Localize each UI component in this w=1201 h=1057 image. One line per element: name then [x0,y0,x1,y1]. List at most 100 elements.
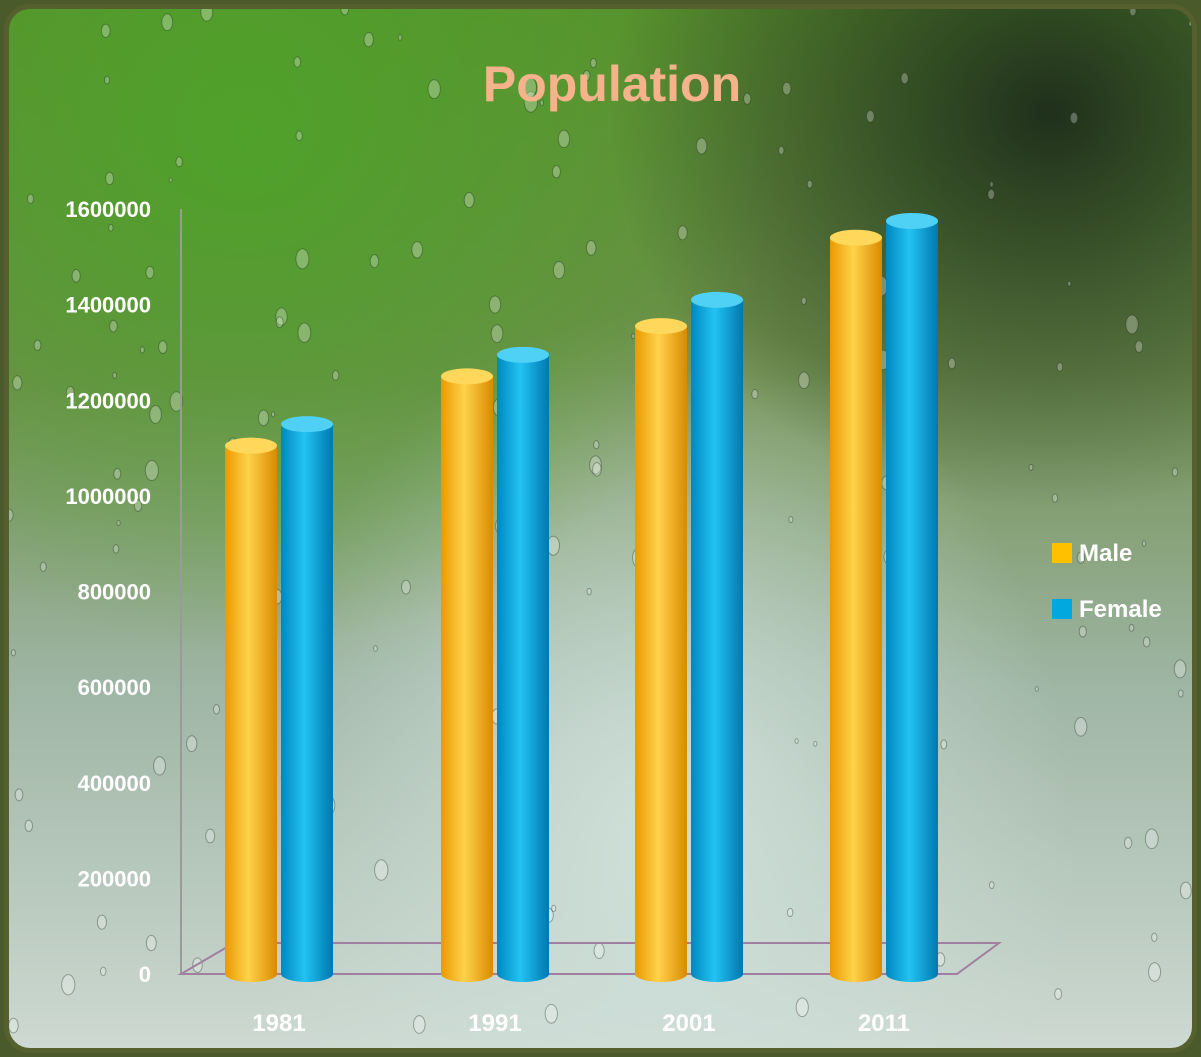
raindrop [788,515,794,524]
raindrop [100,23,111,38]
raindrop [940,739,948,750]
raindrop [112,371,118,379]
raindrop [61,974,76,996]
bar-female-1981 [281,416,333,982]
x-tick-label: 2001 [662,1010,715,1037]
raindrop [374,859,389,881]
raindrop [582,69,591,82]
raindrop [1125,314,1139,335]
y-tick-label: 200000 [78,866,151,891]
raindrop [988,881,995,890]
raindrop [1067,280,1072,287]
bar-female-2001 [691,291,743,982]
raindrop [490,324,504,343]
raindrop [168,177,173,183]
raindrop [552,261,566,280]
raindrop [1129,9,1137,17]
raindrop [589,58,597,69]
raindrop [806,179,813,189]
raindrop [1144,828,1159,850]
raindrop [427,79,441,100]
raindrop [592,462,602,477]
y-tick-label: 1000000 [65,484,151,509]
raindrop [677,225,688,241]
raindrop [1177,689,1184,698]
raindrop [900,72,909,85]
raindrop [539,99,545,106]
raindrop [158,340,168,354]
raindrop [145,265,155,280]
raindrop [169,391,184,412]
bar-male-2001 [635,318,687,982]
raindrop [363,32,374,48]
y-tick-label: 1600000 [65,197,151,222]
raindrop [798,371,810,390]
raindrop [751,388,759,400]
raindrop [695,137,708,155]
y-tick-label: 1200000 [65,388,151,413]
raindrop [105,171,115,186]
chart-legend: Male Female [1052,540,1162,623]
raindrop [270,411,276,418]
raindrop [293,56,302,68]
raindrop [1123,836,1133,850]
y-tick-label: 600000 [78,675,151,700]
raindrop [411,241,424,259]
raindrop [257,409,270,427]
chart-title: Population [483,56,741,112]
raindrop [1054,988,1063,1000]
raindrop [145,934,157,952]
chart-svg: Population 0 200000 400000 600000 800000 1000… [9,9,1192,1037]
y-tick-label: 0 [139,962,151,987]
raindrop [865,109,875,123]
y-tick-label: 400000 [78,771,151,796]
raindrop [153,756,167,776]
raindrop [149,405,162,424]
chart-frame: Population 0 200000 400000 600000 800000 1000… [4,4,1197,1053]
raindrop [108,223,114,232]
raindrop [1028,463,1034,471]
raindrop [586,587,592,596]
bar-male-1981 [225,437,277,982]
raindrop [104,75,111,85]
raindrop [14,788,24,802]
raindrop [1128,623,1135,632]
raindrop [1051,493,1059,503]
raindrop [275,316,284,329]
raindrop [551,164,561,179]
raindrop [1142,636,1151,648]
x-tick-label: 1991 [468,1010,521,1037]
legend-label-female: Female [1079,596,1162,623]
raindrop [9,1017,19,1034]
raindrop [116,520,121,527]
bar-female-2011 [886,212,938,982]
raindrops-background [9,9,1192,1034]
raindrop [200,9,214,22]
raindrop [463,191,475,209]
raindrop [1056,362,1064,372]
raindrop [369,254,380,269]
raindrop [1173,659,1187,679]
raindrop [9,508,14,522]
raindrop [413,1015,426,1034]
raindrop [795,997,809,1018]
raindrop [947,357,956,370]
raindrop [99,966,107,977]
raindrop [631,333,636,340]
raindrop [794,738,799,744]
raindrop [144,460,159,482]
raindrop [1188,20,1192,27]
raindrop [987,188,995,200]
raindrop [12,375,23,391]
raindrop [782,81,792,96]
raindrop [523,91,539,113]
raindrop [786,907,794,918]
raindrop [557,129,571,149]
raindrop [522,76,537,99]
raindrop [297,322,312,343]
bar-female-1991 [497,346,549,982]
raindrop [1179,881,1192,900]
raindrop [593,440,600,450]
raindrop [186,735,198,753]
raindrop [295,130,303,142]
